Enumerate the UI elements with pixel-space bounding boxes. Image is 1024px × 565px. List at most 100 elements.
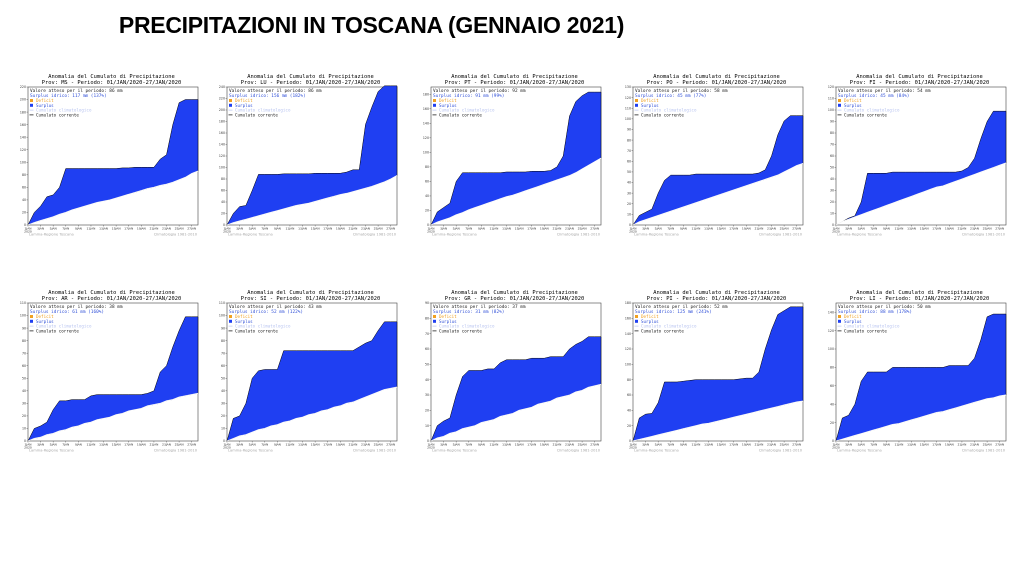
legend-swatch bbox=[433, 99, 436, 102]
climatologic-line bbox=[430, 383, 602, 442]
x-tick-label: 21JAN bbox=[149, 227, 158, 231]
chart-panel-lu: Anomalia del Cumulato di Precipitazione P… bbox=[219, 73, 402, 238]
x-tick-label: 3JAN bbox=[642, 443, 649, 447]
y-tick-label: 20 bbox=[627, 202, 631, 206]
legend-swatch bbox=[433, 103, 436, 107]
x-tick-label: 9JAN bbox=[75, 443, 82, 447]
y-tick-label: 50 bbox=[221, 376, 225, 380]
legend-label: Cumulato corrente bbox=[641, 328, 684, 333]
chart-svg: Anomalia del Cumulato di PrecipitazioneP… bbox=[625, 290, 804, 453]
y-tick-label: 0 bbox=[832, 223, 834, 227]
x-tick-label: 17JAN bbox=[932, 227, 941, 231]
x-tick-label: 3JAN bbox=[845, 227, 852, 231]
chart-header-period: Prov: LI - Periodo: 01/JAN/2020-27/JAN/2… bbox=[850, 296, 990, 302]
y-tick-label: 220 bbox=[219, 97, 225, 101]
y-tick-label: 240 bbox=[219, 85, 225, 89]
y-tick-label: 60 bbox=[221, 189, 225, 193]
y-tick-label: 140 bbox=[828, 310, 834, 314]
legend-swatch bbox=[30, 315, 33, 318]
y-tick-label: 20 bbox=[830, 421, 834, 425]
x-tick-label: 7JAN bbox=[62, 443, 69, 447]
y-tick-label: 40 bbox=[830, 402, 834, 406]
y-tick-label: 100 bbox=[828, 108, 834, 112]
climatologic-line bbox=[835, 162, 1007, 226]
chart-panel-pi: Anomalia del Cumulato di Precipitazione P… bbox=[625, 289, 808, 454]
chart-header-title: Anomalia del Cumulato di Precipitazione bbox=[247, 74, 374, 80]
x-tick-label: 1JAN bbox=[427, 443, 434, 447]
x-tick-label: 23JAN bbox=[361, 227, 370, 231]
y-tick-label: 0 bbox=[24, 223, 26, 227]
legend-swatch bbox=[635, 103, 638, 107]
climatologic-line bbox=[632, 163, 804, 226]
x-tick-label: 1JAN bbox=[24, 227, 31, 231]
legend-label: Cumulato corrente bbox=[844, 328, 887, 333]
footer-climatology: Climatologia 1981-2010 bbox=[557, 233, 601, 237]
climatologic-line bbox=[226, 175, 398, 226]
chart-header-period: Prov: PI - Periodo: 01/JAN/2020-27/JAN/2… bbox=[647, 296, 787, 302]
y-tick-label: 30 bbox=[627, 191, 631, 195]
legend-label: Cumulato climatologico bbox=[235, 324, 291, 329]
y-tick-label: 10 bbox=[22, 427, 26, 431]
footer-source: Lamma-Regione Toscana bbox=[228, 449, 273, 453]
y-tick-label: 100 bbox=[625, 363, 631, 367]
x-tick-label: 5JAN bbox=[50, 227, 57, 231]
legend-swatch bbox=[229, 103, 232, 107]
x-tick-year: 2020 bbox=[223, 230, 231, 234]
legend-label: Cumulato corrente bbox=[439, 328, 482, 333]
y-tick-label: 40 bbox=[425, 194, 429, 198]
legend-label: Cumulato corrente bbox=[235, 112, 278, 117]
legend-label: Surplus bbox=[641, 103, 659, 108]
chart-header-title: Anomalia del Cumulato di Precipitazione bbox=[856, 290, 983, 296]
y-tick-label: 40 bbox=[22, 389, 26, 393]
legend-label: Cumulato climatologico bbox=[36, 324, 92, 329]
y-tick-label: 160 bbox=[219, 131, 225, 135]
x-tick-label: 3JAN bbox=[236, 227, 243, 231]
legend-swatch bbox=[838, 103, 841, 107]
x-tick-label: 21JAN bbox=[957, 443, 966, 447]
x-tick-label: 11JAN bbox=[691, 227, 700, 231]
x-tick-label: 25JAN bbox=[578, 227, 587, 231]
legend-label: Surplus bbox=[36, 103, 54, 108]
footer-climatology: Climatologia 1981-2010 bbox=[962, 233, 1006, 237]
y-tick-label: 140 bbox=[219, 143, 225, 147]
y-tick-label: 80 bbox=[830, 131, 834, 135]
legend-swatch bbox=[838, 319, 841, 323]
chart-header-title: Anomalia del Cumulato di Precipitazione bbox=[653, 74, 780, 80]
x-tick-label: 15JAN bbox=[112, 227, 121, 231]
footer-source: Lamma-Regione Toscana bbox=[837, 449, 882, 453]
legend-label: Deficit bbox=[235, 314, 253, 319]
y-tick-label: 0 bbox=[24, 439, 26, 443]
chart-svg: Anomalia del Cumulato di PrecipitazioneP… bbox=[20, 290, 199, 453]
x-tick-label: 13JAN bbox=[907, 227, 916, 231]
y-tick-label: 120 bbox=[625, 96, 631, 100]
footer-climatology: Climatologia 1981-2010 bbox=[962, 449, 1006, 453]
x-tick-year: 2020 bbox=[24, 230, 32, 234]
legend-label: Cumulato climatologico bbox=[844, 324, 900, 329]
footer-climatology: Climatologia 1981-2010 bbox=[759, 449, 803, 453]
y-tick-label: 120 bbox=[219, 154, 225, 158]
y-tick-label: 50 bbox=[627, 170, 631, 174]
surplus-value: Surplus idrico: 45 mm (77%) bbox=[635, 93, 706, 99]
y-tick-label: 70 bbox=[627, 149, 631, 153]
chart-panel-ar: Anomalia del Cumulato di Precipitazione P… bbox=[20, 289, 203, 454]
x-tick-label: 23JAN bbox=[970, 443, 979, 447]
x-tick-year: 2020 bbox=[427, 446, 435, 450]
x-tick-label: 15JAN bbox=[112, 443, 121, 447]
climatologic-line bbox=[430, 157, 602, 226]
x-tick-label: 25JAN bbox=[374, 443, 383, 447]
chart-header-title: Anomalia del Cumulato di Precipitazione bbox=[653, 290, 780, 296]
x-tick-label: 15JAN bbox=[311, 227, 320, 231]
y-tick-label: 90 bbox=[425, 301, 429, 305]
chart-header-period: Prov: LU - Periodo: 01/JAN/2020-27/JAN/2… bbox=[241, 80, 381, 86]
x-tick-label: 27JAN bbox=[590, 227, 599, 231]
x-tick-label: 15JAN bbox=[717, 227, 726, 231]
y-tick-label: 10 bbox=[221, 427, 225, 431]
x-tick-label: 23JAN bbox=[565, 443, 574, 447]
x-tick-label: 9JAN bbox=[274, 443, 281, 447]
x-tick-label: 7JAN bbox=[465, 443, 472, 447]
y-tick-label: 110 bbox=[625, 106, 631, 110]
x-tick-label: 25JAN bbox=[983, 443, 992, 447]
expected-value: Valore atteso per il periodo: 58 mm bbox=[635, 88, 728, 94]
x-tick-label: 3JAN bbox=[642, 227, 649, 231]
x-tick-label: 1JAN bbox=[223, 443, 230, 447]
